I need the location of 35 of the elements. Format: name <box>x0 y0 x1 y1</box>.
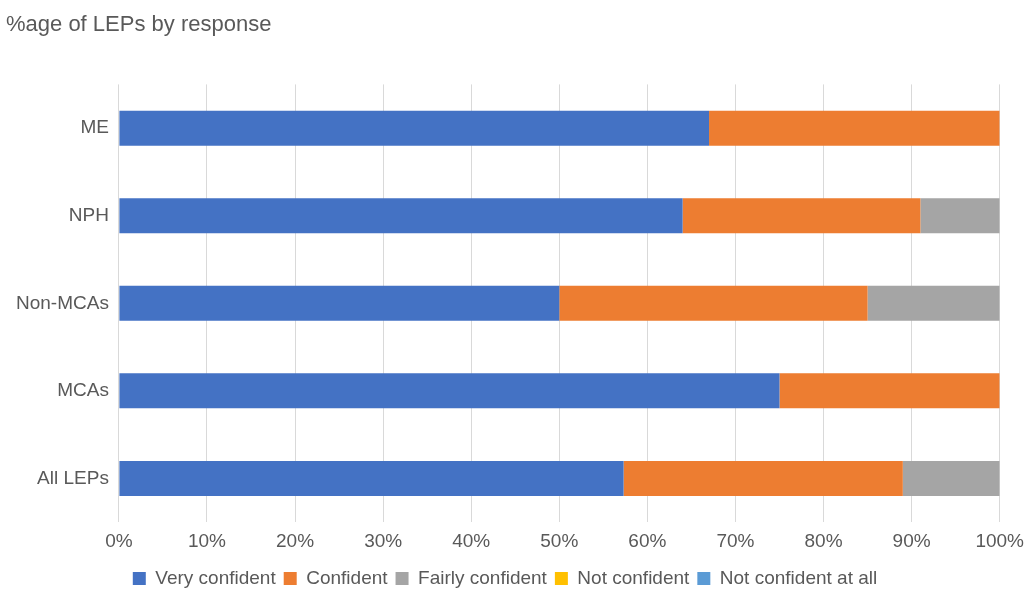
x-tick-label: 30% <box>364 529 403 551</box>
x-tick-label: 80% <box>804 529 843 551</box>
x-tick-label: 0% <box>105 529 133 551</box>
y-tick-label: NPH <box>68 203 109 225</box>
x-tick-label: 20% <box>276 529 315 551</box>
bar <box>119 460 624 496</box>
x-tick-label: 60% <box>628 529 667 551</box>
bar <box>920 198 1000 234</box>
bar <box>119 285 560 321</box>
legend-label: Not confident at all <box>719 566 878 588</box>
bar <box>682 198 921 234</box>
bar <box>709 110 1000 146</box>
x-tick-label: 90% <box>892 529 931 551</box>
bar <box>902 460 1000 496</box>
y-tick-label: All LEPs <box>37 466 109 488</box>
legend-label: Not confident <box>577 566 691 588</box>
bar <box>779 373 1000 409</box>
x-tick-label: 100% <box>975 529 1025 551</box>
bar <box>119 110 710 146</box>
bar <box>867 285 1000 321</box>
legend-label: Very confident <box>155 566 277 588</box>
x-tick-label: 50% <box>540 529 579 551</box>
x-tick-label: 10% <box>187 529 227 551</box>
chart-title: %age of LEPs by response <box>6 11 272 37</box>
legend-label: Fairly confident <box>418 566 548 588</box>
bar <box>119 198 683 234</box>
x-tick-label: 40% <box>452 529 491 551</box>
bar <box>119 373 780 409</box>
bar <box>623 460 903 496</box>
y-tick-label: ME <box>80 116 109 138</box>
legend-label: Confident <box>306 566 389 588</box>
x-tick-label: 70% <box>716 529 755 551</box>
bar <box>559 285 868 321</box>
y-tick-label: Non-MCAs <box>16 291 109 313</box>
y-tick-label: MCAs <box>57 379 109 401</box>
